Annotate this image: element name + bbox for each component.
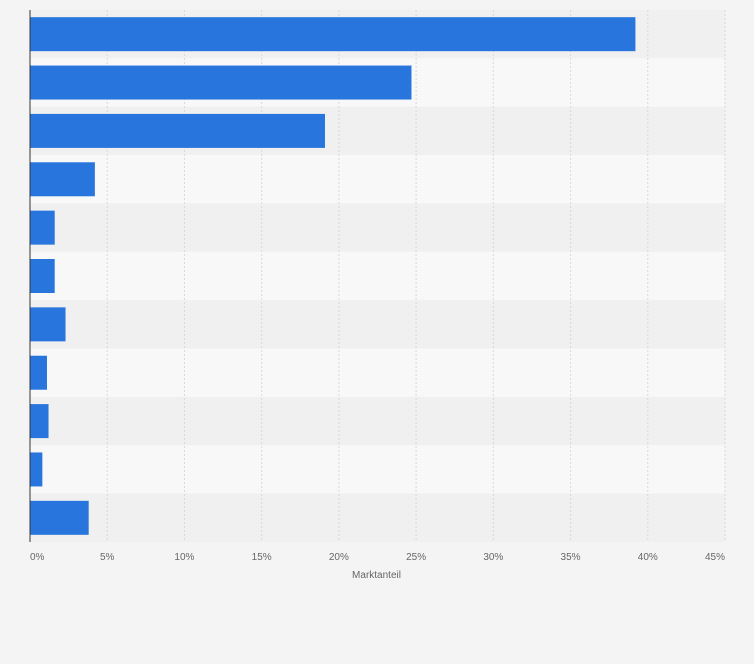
bar — [30, 113, 325, 148]
bar — [30, 162, 95, 197]
x-tick-label: 25% — [406, 552, 426, 563]
bar — [30, 355, 47, 390]
row-band — [30, 348, 725, 397]
row-band — [30, 251, 725, 301]
row-band — [30, 445, 725, 494]
bar — [30, 307, 66, 342]
x-tick-label: 30% — [483, 552, 503, 563]
x-tick-label: 20% — [329, 552, 349, 563]
row-band — [30, 203, 725, 252]
x-tick-label: 40% — [638, 552, 658, 563]
x-tick-label: 10% — [174, 552, 194, 563]
bar — [30, 210, 55, 245]
row-band — [30, 493, 725, 542]
bars — [30, 17, 636, 535]
bar — [30, 17, 636, 52]
x-tick-label: 0% — [30, 552, 45, 563]
bar — [30, 65, 412, 100]
row-band — [30, 300, 725, 349]
row-band — [30, 155, 725, 204]
x-tick-label: 45% — [705, 552, 725, 563]
bar — [30, 259, 55, 293]
x-axis-label: Marktanteil — [352, 570, 401, 581]
row-bands — [30, 10, 725, 542]
x-tick-label: 35% — [561, 552, 581, 563]
bar — [30, 404, 49, 439]
bar — [30, 500, 89, 535]
x-tick-labels: 0% 5% 10% 15% 20% 25% 30% 35% 40% 45% — [30, 552, 725, 563]
x-tick-label: 5% — [100, 552, 115, 563]
row-band — [30, 396, 725, 446]
bar — [30, 452, 43, 487]
x-tick-label: 15% — [252, 552, 272, 563]
